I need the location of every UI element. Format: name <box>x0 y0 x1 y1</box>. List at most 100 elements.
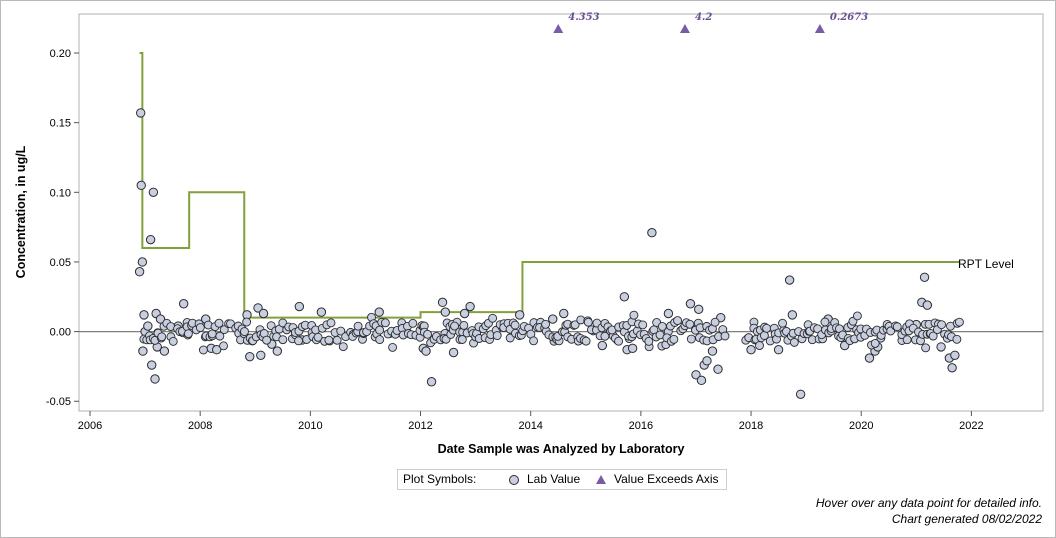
y-tick-label: 0.10 <box>50 187 71 199</box>
lab-value-point <box>148 187 159 198</box>
x-tick-label: 2020 <box>849 420 873 432</box>
lab-value-point <box>787 310 798 320</box>
x-tick-label: 2014 <box>518 420 542 432</box>
lab-value-point <box>421 346 431 356</box>
lab-value-point <box>638 320 648 330</box>
lab-value-point <box>784 275 795 285</box>
y-tick-label: -0.05 <box>46 396 71 408</box>
lab-value-point <box>353 321 363 331</box>
x-tick-label: 2022 <box>959 420 983 432</box>
lab-value-point <box>139 310 149 320</box>
lab-value-point <box>423 329 433 339</box>
lab-value-point <box>258 308 269 319</box>
legend-entry-value-exceeds-axis: Value Exceeds Axis <box>614 472 719 486</box>
lab-value-point <box>673 316 683 326</box>
lab-value-point <box>492 331 502 341</box>
lab-value-point <box>488 313 498 323</box>
lab-value-point <box>864 353 875 363</box>
lab-value-point <box>219 341 228 351</box>
lab-value-point <box>380 318 390 328</box>
exceeds-axis-marker <box>679 24 690 33</box>
lab-value-point <box>198 345 208 355</box>
lab-value-point <box>426 377 437 387</box>
exceeds-axis-label: 4.2 <box>695 12 712 23</box>
lab-value-point <box>952 334 962 344</box>
lab-value-point <box>597 340 608 351</box>
lab-value-point <box>922 300 933 310</box>
lab-value-point <box>338 342 348 352</box>
lab-value-point <box>150 374 160 384</box>
x-tick-label: 2016 <box>629 420 653 432</box>
lab-value-point <box>614 336 624 346</box>
lab-value-point <box>702 356 712 366</box>
exceeds-axis-label: 4.353 <box>568 12 599 23</box>
lab-value-point <box>157 332 167 342</box>
x-tick-label: 2012 <box>408 420 432 432</box>
hover-hint: Hover over any data point for detailed i… <box>815 496 1042 510</box>
lab-value-point <box>529 336 539 346</box>
x-tick-label: 2010 <box>298 420 322 432</box>
lab-value-point <box>937 320 947 330</box>
exceeds-axis-marker <box>553 24 564 33</box>
lab-value-point <box>707 346 718 356</box>
lab-value-point <box>954 317 964 327</box>
lab-value-point <box>136 180 146 191</box>
lab-value-point <box>408 318 418 328</box>
lab-value-point <box>778 318 787 328</box>
lab-value-point <box>686 334 696 344</box>
lab-value-point <box>159 346 170 356</box>
lab-value-point <box>820 317 830 327</box>
lab-value-point <box>870 338 880 348</box>
lab-value-point <box>713 364 723 374</box>
lab-value-point <box>795 389 806 399</box>
lab-value-point <box>694 304 704 315</box>
lab-value-legend-icon <box>509 475 519 485</box>
lab-value-point <box>294 301 305 312</box>
lab-value-point <box>459 320 469 330</box>
lab-value-point <box>242 317 252 327</box>
lab-value-point <box>388 342 398 352</box>
lab-value-point <box>374 307 384 317</box>
lab-value-point <box>548 314 558 324</box>
lab-value-point <box>256 350 266 360</box>
lab-value-point <box>332 335 342 345</box>
legend-entry-lab-value: Lab Value <box>527 472 581 486</box>
lab-value-point <box>644 336 654 346</box>
lab-value-point <box>685 319 695 329</box>
rpt-level-line <box>139 52 961 319</box>
lab-value-point <box>450 321 460 331</box>
lab-value-point <box>375 335 385 345</box>
lab-value-point <box>272 346 283 356</box>
lab-value-point <box>253 303 263 313</box>
x-tick-label: 2008 <box>188 420 212 432</box>
lab-value-point <box>892 322 902 332</box>
lab-value-point <box>755 341 764 350</box>
lab-value-point <box>145 234 156 245</box>
lab-value-point <box>240 327 249 337</box>
lab-value-point <box>147 360 157 370</box>
lab-value-point <box>215 331 225 341</box>
lab-value-point <box>168 336 178 346</box>
lab-value-point <box>326 318 336 328</box>
lab-value-point <box>440 307 451 317</box>
legend: Plot Symbols: Lab Value Value Exceeds Ax… <box>397 469 727 490</box>
lab-value-point <box>696 375 707 386</box>
lab-value-point <box>947 363 957 373</box>
y-tick-label: 0.00 <box>50 327 71 339</box>
lab-value-point <box>143 321 153 331</box>
lab-value-point <box>919 272 930 282</box>
plot-area <box>78 13 1044 412</box>
lab-value-point <box>691 370 701 380</box>
y-axis-title: Concentration, in ug/L <box>14 145 28 278</box>
lab-value-point <box>207 329 217 339</box>
exceeds-axis-label: 0.2673 <box>830 12 868 23</box>
lab-value-point <box>581 336 591 346</box>
x-tick-label: 2018 <box>739 420 763 432</box>
lab-value-point <box>921 343 931 353</box>
lab-value-point <box>448 347 459 358</box>
lab-value-point <box>559 308 569 319</box>
lab-value-point <box>629 310 639 320</box>
lab-value-point <box>541 319 551 329</box>
lab-value-point <box>789 337 799 347</box>
lab-value-point <box>773 345 784 355</box>
